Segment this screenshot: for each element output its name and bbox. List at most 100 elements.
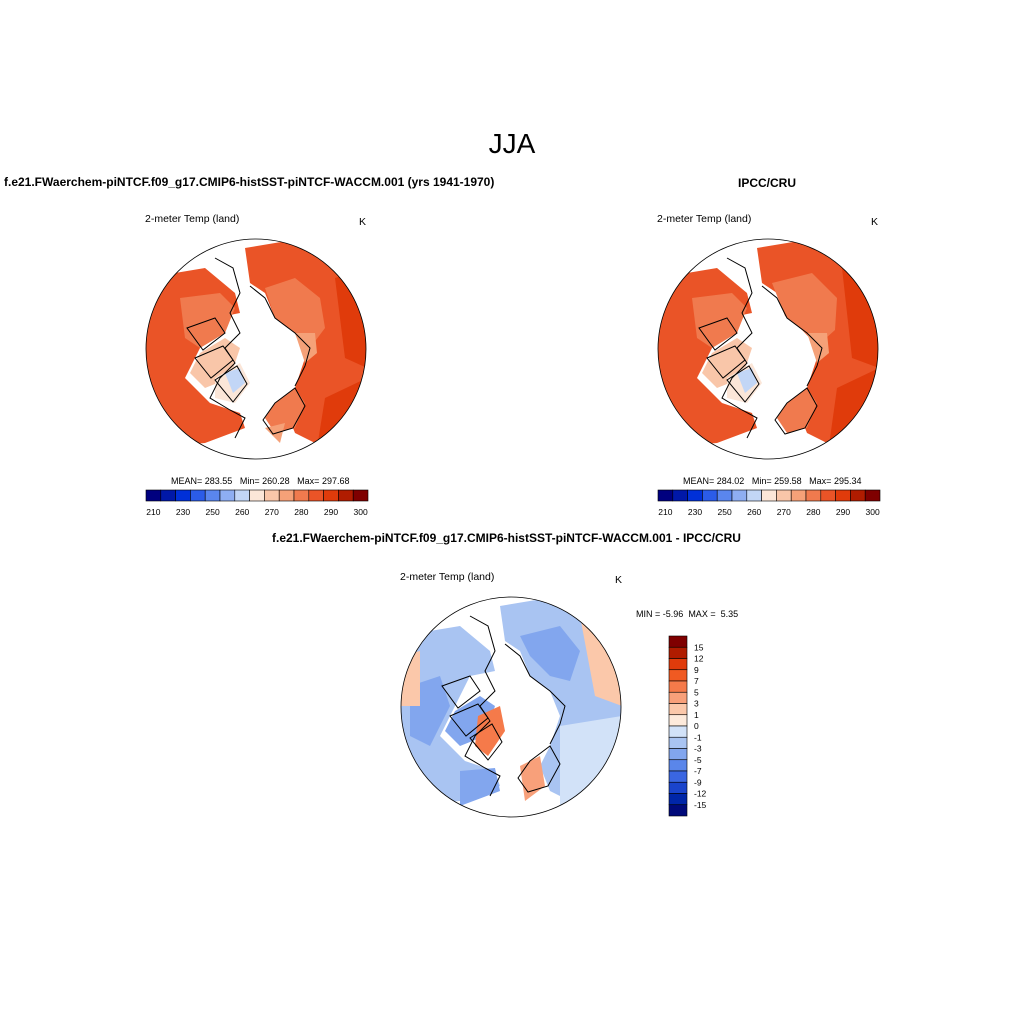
land-siberia bbox=[265, 278, 325, 348]
panel-1-variable-label: 2-meter Temp (land) bbox=[145, 213, 240, 225]
colorbar-box bbox=[761, 489, 777, 502]
colorbar-tick-label: 210 bbox=[146, 507, 160, 517]
panel-2-title: IPCC/CRU bbox=[738, 176, 797, 190]
colorbar-tick-label: 7 bbox=[694, 676, 699, 686]
colorbar-box bbox=[805, 489, 822, 502]
colorbar-tick-label: 280 bbox=[294, 507, 308, 517]
panel-2-stats: MEAN= 284.02 Min= 259.58 Max= 295.34 bbox=[683, 476, 862, 486]
colorbar-box bbox=[746, 489, 762, 502]
colorbar-box bbox=[668, 669, 688, 682]
colorbar-tick-label: 280 bbox=[806, 507, 820, 517]
colorbar-box bbox=[278, 489, 295, 502]
colorbar-box bbox=[790, 489, 807, 502]
panel-1-title: f.e21.FWaerchem-piNTCF.f09_g17.CMIP6-his… bbox=[4, 175, 495, 189]
colorbar-tick-label: 230 bbox=[176, 507, 190, 517]
colorbar-box bbox=[338, 489, 354, 502]
panel-3-title: f.e21.FWaerchem-piNTCF.f09_g17.CMIP6-his… bbox=[272, 531, 741, 545]
colorbar-tick-label: -15 bbox=[694, 800, 707, 810]
colorbar-box bbox=[668, 703, 688, 716]
colorbar-tick-label: 290 bbox=[836, 507, 850, 517]
colorbar-tick-label: -1 bbox=[694, 732, 702, 742]
colorbar-tick-label: 260 bbox=[747, 507, 761, 517]
panel-1-colorbar: 210 230 250 260 270 280 290 300 bbox=[145, 489, 369, 517]
colorbar-box bbox=[820, 489, 836, 502]
colorbar-tick-label: 290 bbox=[324, 507, 338, 517]
colorbar-tick-label: 230 bbox=[688, 507, 702, 517]
colorbar-box bbox=[864, 489, 881, 502]
colorbar-tick-label: 260 bbox=[235, 507, 249, 517]
colorbar-tick-label: 250 bbox=[206, 507, 220, 517]
colorbar-box bbox=[145, 489, 162, 502]
colorbar-box bbox=[702, 489, 718, 502]
colorbar-box bbox=[668, 725, 688, 738]
colorbar-box bbox=[668, 658, 688, 671]
colorbar-box bbox=[219, 489, 236, 502]
colorbar-box bbox=[668, 781, 688, 794]
panel-1-polar-map bbox=[145, 238, 367, 460]
colorbar-box bbox=[264, 489, 280, 502]
colorbar-box bbox=[668, 804, 688, 817]
colorbar-tick-label: 0 bbox=[694, 721, 699, 731]
colorbar-box bbox=[687, 489, 703, 502]
panel-3-polar-map bbox=[400, 596, 622, 818]
colorbar-box bbox=[668, 646, 688, 659]
panel-1-stats: MEAN= 283.55 Min= 260.28 Max= 297.68 bbox=[171, 476, 350, 486]
colorbar-box bbox=[668, 680, 688, 693]
colorbar-box bbox=[190, 489, 206, 502]
colorbar-box bbox=[668, 635, 688, 648]
land-siberia-coast bbox=[295, 333, 317, 363]
panel-2-units-label: K bbox=[871, 216, 879, 228]
colorbar-box bbox=[776, 489, 792, 502]
colorbar-box bbox=[835, 489, 851, 502]
colorbar-tick-label: -9 bbox=[694, 777, 702, 787]
panel-2-polar-map bbox=[657, 238, 879, 460]
colorbar-box bbox=[293, 489, 310, 502]
colorbar-tick-label: -12 bbox=[694, 789, 707, 799]
colorbar-box bbox=[668, 759, 688, 772]
land-scandinavia bbox=[265, 388, 305, 433]
colorbar-box bbox=[668, 714, 688, 727]
colorbar-box bbox=[657, 489, 674, 502]
colorbar-tick-label: 210 bbox=[658, 507, 672, 517]
panel-2-colorbar: 210 230 250 260 270 280 290 300 bbox=[657, 489, 881, 517]
colorbar-tick-label: 300 bbox=[866, 507, 880, 517]
colorbar-box bbox=[160, 489, 176, 502]
panel-3-units-label: K bbox=[615, 574, 623, 586]
colorbar-box bbox=[234, 489, 250, 502]
panel-3-stats: MIN = -5.96 MAX = 5.35 bbox=[636, 609, 739, 619]
land-greenland-ice bbox=[225, 368, 245, 393]
colorbar-tick-label: 12 bbox=[694, 654, 704, 664]
colorbar-tick-label: 3 bbox=[694, 699, 699, 709]
colorbar-box bbox=[668, 748, 688, 761]
colorbar-tick-label: 1 bbox=[694, 710, 699, 720]
colorbar-tick-label: 270 bbox=[265, 507, 279, 517]
colorbar-box bbox=[716, 489, 733, 502]
panel-1-units-label: K bbox=[359, 216, 367, 228]
colorbar-box bbox=[672, 489, 688, 502]
figure-title: JJA bbox=[488, 128, 536, 159]
colorbar-box bbox=[175, 489, 191, 502]
colorbar-tick-label: -5 bbox=[694, 755, 702, 765]
colorbar-tick-label: 9 bbox=[694, 665, 699, 675]
colorbar-tick-label: 300 bbox=[354, 507, 368, 517]
colorbar-tick-label: 250 bbox=[718, 507, 732, 517]
colorbar-box bbox=[668, 770, 688, 783]
colorbar-tick-label: -7 bbox=[694, 766, 702, 776]
panel-3-variable-label: 2-meter Temp (land) bbox=[400, 571, 495, 583]
colorbar-box bbox=[249, 489, 265, 502]
colorbar-tick-label: 5 bbox=[694, 687, 699, 697]
colorbar-box bbox=[204, 489, 221, 502]
colorbar-tick-label: -3 bbox=[694, 744, 702, 754]
colorbar-box bbox=[323, 489, 339, 502]
colorbar-box bbox=[850, 489, 866, 502]
colorbar-box bbox=[668, 691, 688, 704]
colorbar-box bbox=[352, 489, 369, 502]
panel-2-variable-label: 2-meter Temp (land) bbox=[657, 213, 752, 225]
colorbar-tick-label: 270 bbox=[777, 507, 791, 517]
colorbar-box bbox=[668, 736, 688, 749]
colorbar-box bbox=[668, 793, 688, 806]
colorbar-box bbox=[731, 489, 748, 502]
colorbar-tick-label: 15 bbox=[694, 642, 704, 652]
colorbar-box bbox=[308, 489, 324, 502]
